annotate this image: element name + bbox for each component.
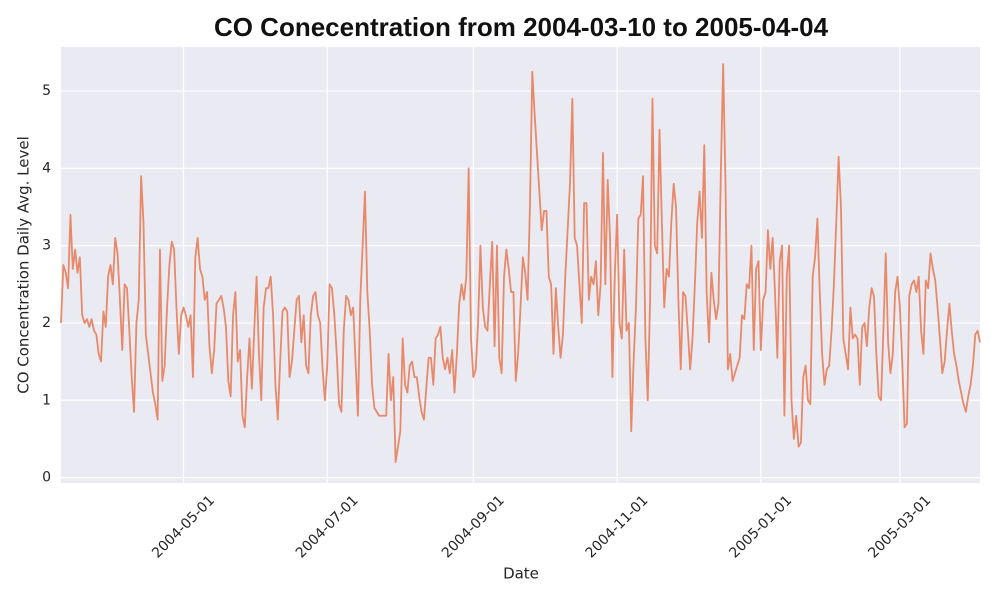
y-axis-label: CO Concentration Daily Avg. Level	[15, 136, 33, 394]
plot-area	[61, 47, 980, 483]
x-tick-label: 2005-03-01	[865, 493, 934, 562]
y-tick-label: 0	[42, 470, 51, 486]
x-tick-label: 2004-05-01	[149, 493, 218, 562]
y-tick-label: 1	[42, 392, 51, 408]
data-line	[60, 63, 981, 464]
x-tick-label: 2004-07-01	[293, 493, 362, 562]
y-tick-label: 5	[42, 83, 51, 99]
x-tick-label: 2004-11-01	[583, 493, 652, 562]
y-tick-label: 4	[42, 160, 51, 176]
chart-title: CO Conecentration from 2004-03-10 to 200…	[214, 12, 829, 42]
y-tick-label: 3	[42, 238, 51, 254]
x-tick-label: 2005-01-01	[726, 493, 795, 562]
y-tick-label: 2	[42, 315, 51, 331]
x-tick-label: 2004-09-01	[439, 493, 508, 562]
marks	[60, 63, 981, 464]
x-axis-label: Date	[503, 565, 539, 583]
